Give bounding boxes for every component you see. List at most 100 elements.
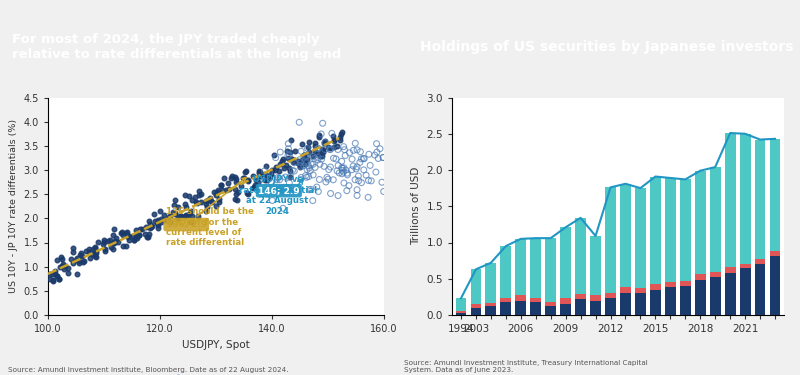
Point	[120, 243, 133, 249]
Point	[318, 138, 331, 144]
Point	[304, 186, 317, 192]
Point	[129, 231, 142, 237]
Bar	[635, 288, 646, 293]
Bar	[754, 140, 766, 259]
Text: Source: Amundi Investment Institute, Bloomberg. Date as of 22 August 2024.: Source: Amundi Investment Institute, Blo…	[8, 367, 289, 373]
Point	[83, 249, 96, 255]
Point	[370, 149, 383, 155]
Point	[222, 180, 234, 186]
Point	[86, 246, 99, 252]
Point	[299, 172, 312, 178]
Point	[149, 217, 162, 223]
Point	[108, 238, 121, 244]
Point	[331, 147, 344, 153]
Point	[145, 224, 158, 230]
Point	[210, 192, 223, 198]
Point	[248, 182, 261, 188]
Point	[53, 276, 66, 282]
Point	[254, 172, 266, 178]
Point	[357, 156, 370, 162]
Text: 136 should be the
USDJPY for the
current level of
rate differential: 136 should be the USDJPY for the current…	[166, 207, 254, 248]
Point	[73, 258, 86, 264]
Point	[284, 173, 297, 179]
Bar	[695, 280, 706, 315]
Bar	[635, 293, 646, 315]
Bar	[470, 304, 482, 308]
Point	[312, 154, 325, 160]
Point	[271, 174, 284, 180]
Point	[352, 173, 365, 179]
Point	[43, 276, 56, 282]
Point	[122, 237, 135, 243]
Total US securities	[710, 165, 720, 170]
Point	[254, 169, 266, 175]
Point	[229, 196, 242, 202]
Point	[172, 215, 185, 221]
Point	[335, 171, 348, 177]
Point	[86, 251, 98, 257]
Point	[122, 233, 135, 239]
Bar	[620, 293, 631, 315]
Point	[260, 163, 273, 169]
Point	[311, 146, 324, 152]
Point	[302, 149, 315, 155]
Point	[302, 140, 315, 146]
Bar	[486, 306, 496, 315]
Point	[316, 153, 329, 159]
Bar	[546, 238, 556, 302]
Bar	[635, 188, 646, 288]
Bar	[501, 298, 511, 302]
Point	[306, 153, 319, 159]
Point	[370, 141, 383, 147]
Point	[313, 134, 326, 140]
Point	[314, 161, 326, 167]
Point	[291, 159, 304, 165]
Point	[229, 174, 242, 180]
Point	[213, 199, 226, 205]
Point	[218, 175, 230, 181]
Total US securities	[576, 216, 586, 220]
Point	[158, 217, 170, 223]
Bar	[486, 263, 496, 303]
Point	[50, 273, 63, 279]
Point	[334, 134, 346, 140]
Point	[293, 119, 306, 125]
Point	[338, 165, 350, 171]
Bar	[725, 267, 735, 273]
Bar	[740, 268, 750, 315]
Point	[54, 264, 66, 270]
Point	[347, 163, 360, 169]
Bar	[470, 308, 482, 315]
Point	[323, 146, 336, 152]
Bar	[501, 246, 511, 298]
Point	[150, 220, 163, 226]
Point	[201, 204, 214, 210]
Bar	[695, 171, 706, 274]
Point	[314, 131, 327, 137]
Point	[184, 219, 197, 225]
Total US securities	[695, 168, 705, 173]
Point	[102, 238, 114, 244]
Point	[298, 152, 311, 158]
Point	[335, 165, 348, 171]
Point	[89, 245, 102, 251]
Point	[327, 137, 340, 143]
Bar	[770, 251, 781, 255]
Bar	[560, 227, 571, 298]
Point	[46, 277, 59, 283]
Point	[162, 214, 175, 220]
Total US securities	[501, 244, 510, 248]
Bar	[486, 303, 496, 306]
Point	[277, 189, 290, 195]
Point	[292, 158, 305, 164]
Bar	[740, 134, 750, 264]
Point	[168, 210, 181, 216]
Point	[90, 250, 102, 256]
Point	[350, 147, 363, 153]
Point	[90, 248, 102, 254]
Point	[202, 197, 214, 203]
Point	[200, 198, 213, 204]
Point	[346, 167, 358, 173]
Point	[74, 252, 86, 258]
Point	[56, 261, 69, 267]
